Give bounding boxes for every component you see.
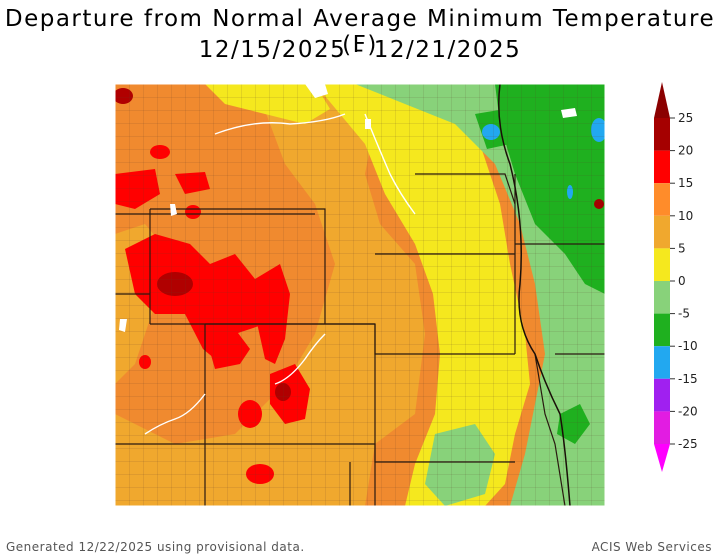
legend-top-arrow xyxy=(654,82,670,118)
legend-bottom-arrow xyxy=(654,444,670,472)
legend-tick-label: -10 xyxy=(678,339,698,353)
map-title: Departure from Normal Average Minimum Te… xyxy=(4,6,716,58)
legend-swatch xyxy=(654,378,670,412)
missouri-river xyxy=(498,84,571,506)
legend-ticks: 25 20 15 10 5 0 -5 -10 -15 -20 -25 xyxy=(670,111,698,451)
credit-label: ACIS Web Services xyxy=(591,540,712,554)
legend-tick-label: -15 xyxy=(678,372,698,386)
legend-swatch xyxy=(654,150,670,184)
generation-note: Generated 12/22/2025 using provisional d… xyxy=(6,540,305,554)
legend-tick-label: 20 xyxy=(678,144,693,158)
legend-swatch xyxy=(654,118,670,151)
legend-swatch xyxy=(654,313,670,347)
legend-swatch xyxy=(654,411,670,444)
temperature-legend: 25 20 15 10 5 0 -5 -10 -15 -20 -25 xyxy=(654,82,698,472)
water-bodies xyxy=(119,84,577,332)
legend-swatch xyxy=(654,215,670,249)
legend-tick-label: 10 xyxy=(678,209,693,223)
legend-swatch xyxy=(654,183,670,216)
rivers xyxy=(144,113,416,435)
legend-tick-label: 5 xyxy=(678,241,686,255)
county-lines xyxy=(115,84,605,506)
legend-tick-label: 0 xyxy=(678,274,686,288)
date-range: 12/15/2025 - 12/21/2025 xyxy=(198,37,522,63)
legend-tick-label: -5 xyxy=(678,307,690,321)
legend-tick-label: 25 xyxy=(678,111,693,125)
legend-tick-label: -25 xyxy=(678,437,698,451)
legend-swatch xyxy=(654,281,670,314)
legend-tick-label: 15 xyxy=(678,176,693,190)
state-boundaries xyxy=(115,173,605,506)
legend-swatch xyxy=(654,346,670,379)
legend-swatches xyxy=(654,118,670,444)
temperature-departure-map xyxy=(115,84,605,506)
legend-tick-label: -20 xyxy=(678,404,698,418)
legend-swatch xyxy=(654,248,670,281)
